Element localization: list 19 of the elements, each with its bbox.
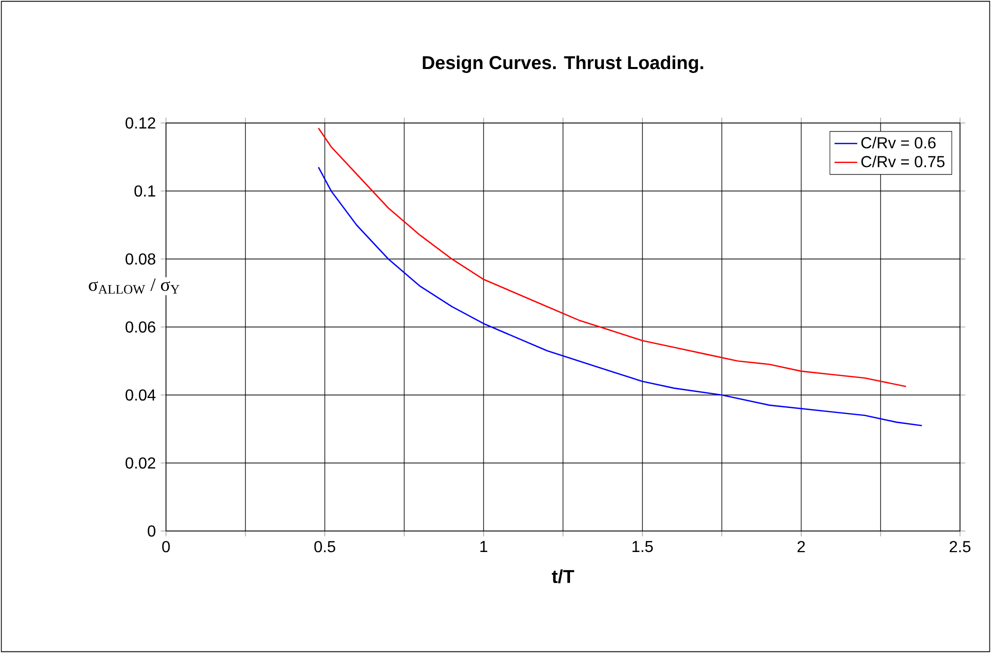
y-tick-label: 0.12	[126, 117, 156, 129]
y-tick-label: 0.08	[126, 253, 156, 265]
y-tick-label: 0.04	[126, 389, 156, 401]
chart-title: Design Curves. Thrust Loading.	[422, 56, 704, 73]
legend-label: C/Rv = 0.75	[861, 156, 944, 168]
x-tick-label: 0	[162, 541, 170, 552]
x-axis-title: t/T	[552, 569, 574, 584]
x-tick-label: 2.5	[950, 541, 970, 552]
x-tick-label: 2	[798, 541, 805, 552]
x-tick-label: 0.5	[314, 541, 336, 552]
line-series	[318, 127, 907, 388]
legend-label: C/Rv = 0.6	[861, 136, 936, 148]
y-tick-label: 0.1	[134, 185, 156, 197]
y-tick-label: 0	[148, 525, 156, 537]
y-axis-title: σ$_{ALLOW}$ / σ$_{Y}$	[88, 278, 180, 294]
y-tick-label: 0.06	[126, 321, 156, 333]
x-tick-label: 1	[480, 541, 488, 552]
x-tick-label: 1.5	[632, 541, 653, 552]
y-tick-label: 0.02	[126, 457, 156, 469]
